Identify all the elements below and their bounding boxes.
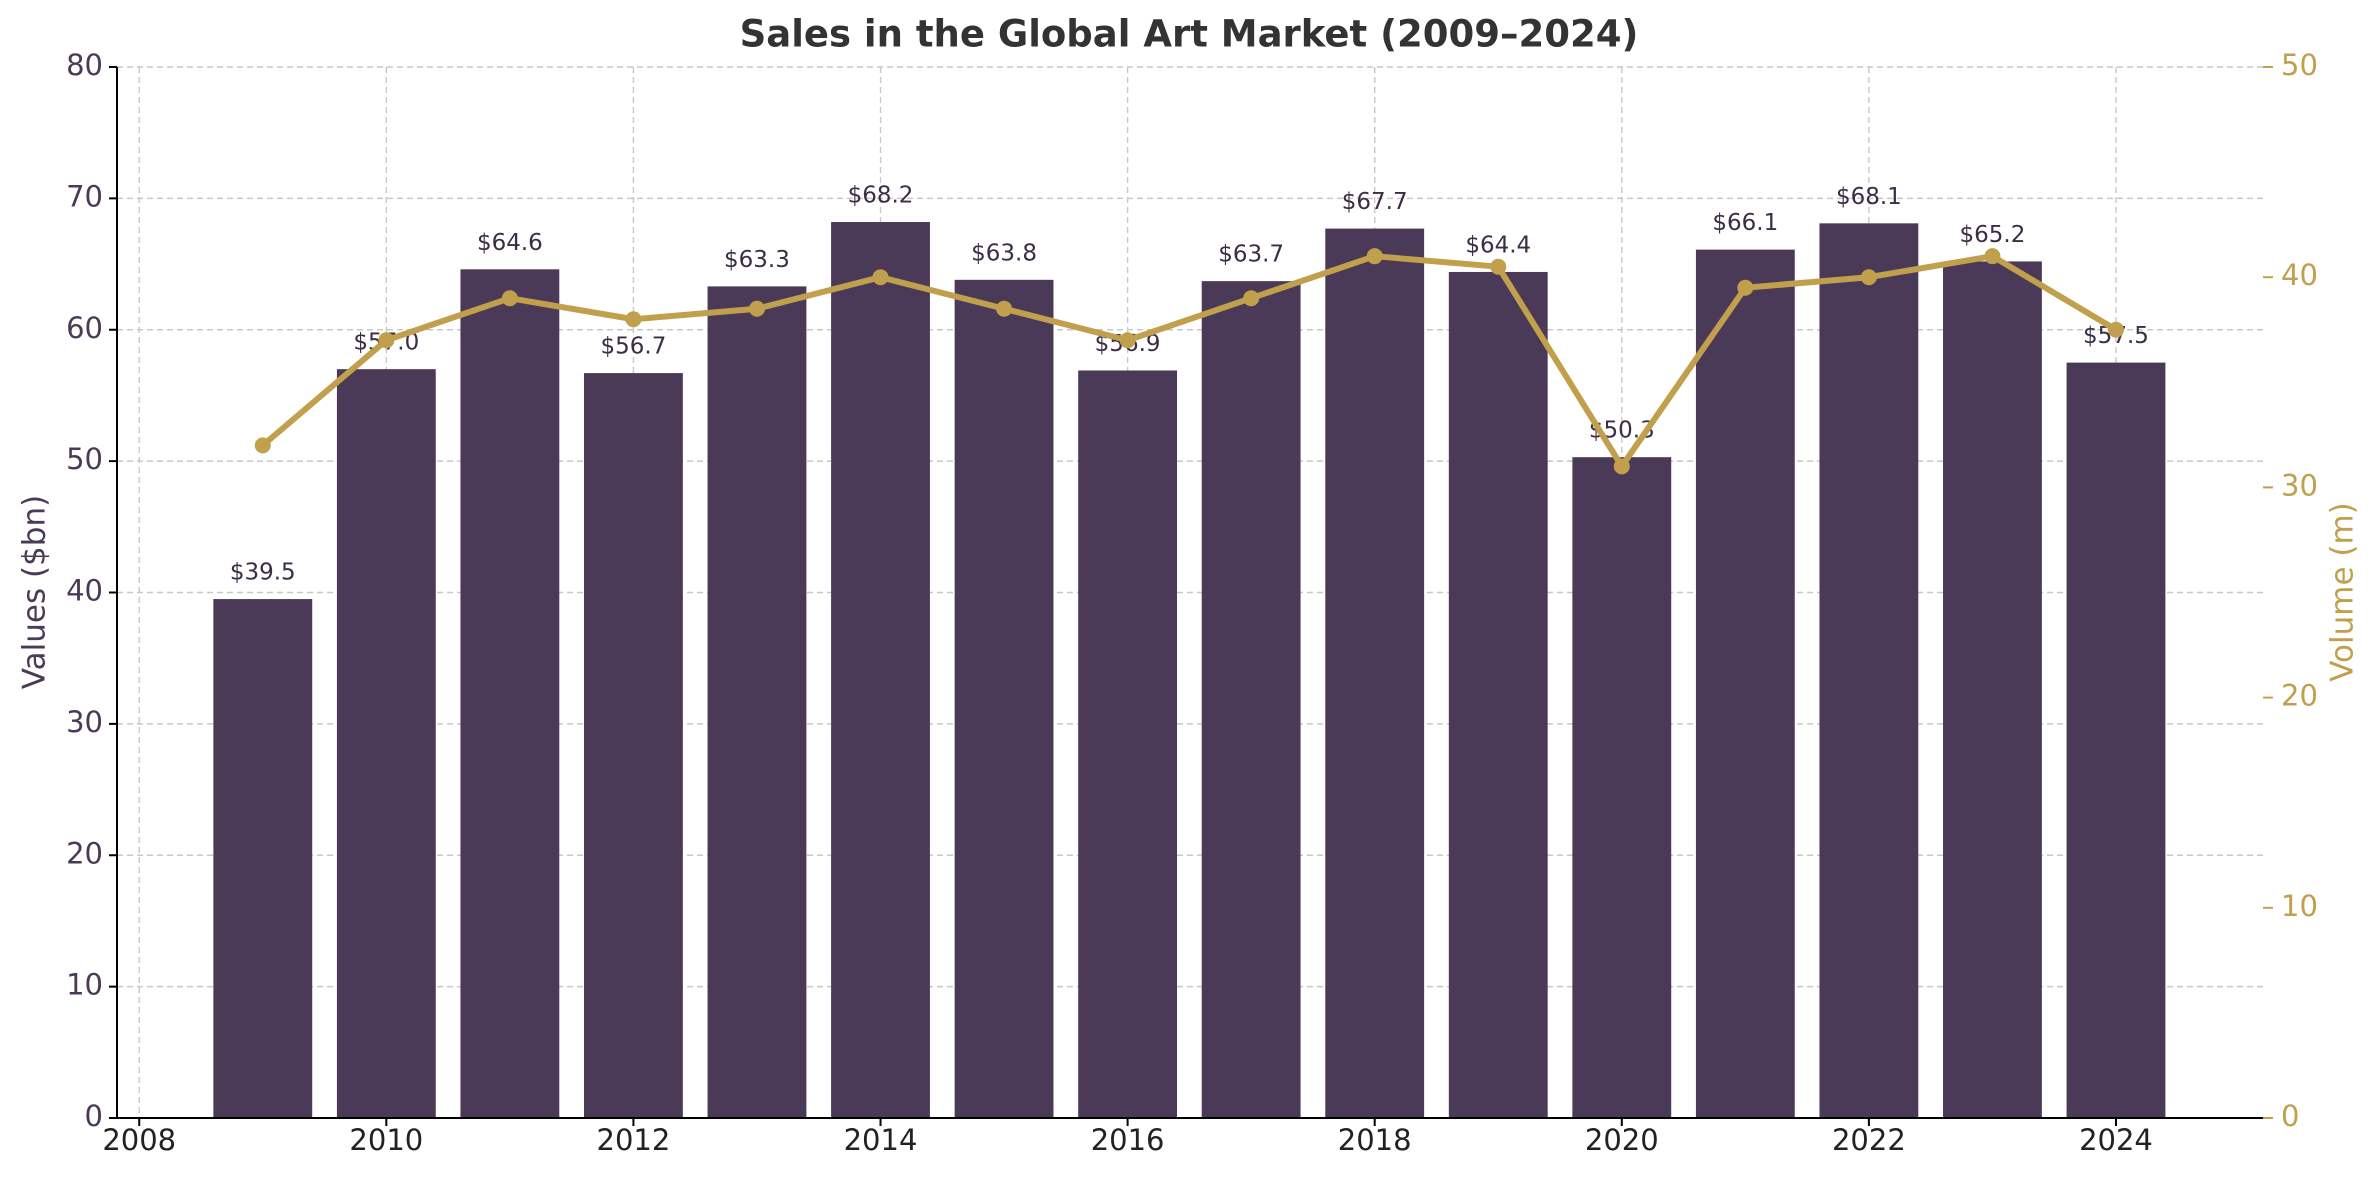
line-point bbox=[625, 311, 642, 328]
x-tick-label: 2010 bbox=[349, 1123, 423, 1157]
bar bbox=[2066, 362, 2166, 1118]
line-point bbox=[1984, 248, 2001, 265]
x-tick-label: 2012 bbox=[597, 1123, 671, 1157]
y2-tick-label: 20 bbox=[2281, 679, 2318, 713]
bar bbox=[1819, 223, 1919, 1118]
value-label: $63.8 bbox=[971, 240, 1037, 266]
line-point bbox=[1490, 258, 1507, 275]
y-tick-label: 60 bbox=[66, 311, 103, 345]
value-label: $64.4 bbox=[1465, 232, 1531, 258]
value-label: $67.7 bbox=[1342, 189, 1408, 215]
x-tick-label: 2022 bbox=[1832, 1123, 1906, 1157]
bar bbox=[460, 269, 560, 1118]
line-point bbox=[378, 332, 395, 349]
y-tick-label: 30 bbox=[66, 705, 103, 739]
value-label: $63.7 bbox=[1218, 242, 1284, 268]
line-point bbox=[1366, 248, 1383, 265]
line-point bbox=[1119, 332, 1136, 349]
bar bbox=[336, 369, 436, 1119]
x-tick-label: 2018 bbox=[1338, 1123, 1412, 1157]
line-point bbox=[1243, 290, 1260, 307]
chart-title: Sales in the Global Art Market (2009–202… bbox=[740, 13, 1639, 56]
y2-tick-label: 0 bbox=[2281, 1099, 2299, 1133]
y-tick-label: 40 bbox=[66, 574, 103, 608]
x-tick-label: 2020 bbox=[1585, 1123, 1659, 1157]
bar bbox=[707, 286, 807, 1118]
bar bbox=[1078, 370, 1178, 1118]
bar bbox=[584, 373, 683, 1118]
line-point bbox=[872, 269, 889, 286]
y2-tick-label: 30 bbox=[2281, 468, 2318, 502]
bar bbox=[1201, 281, 1301, 1118]
y2-axis-label: Volume (m) bbox=[2325, 502, 2361, 682]
x-tick-label: 2014 bbox=[844, 1123, 918, 1157]
y-tick-label: 50 bbox=[66, 442, 103, 476]
y-tick-label: 70 bbox=[66, 179, 103, 213]
value-label: $68.2 bbox=[848, 183, 914, 209]
line-point bbox=[501, 290, 518, 307]
line-point bbox=[2107, 321, 2124, 338]
bar bbox=[1943, 261, 2042, 1118]
line-point bbox=[996, 300, 1013, 317]
x-tick-label: 2008 bbox=[102, 1123, 176, 1157]
value-label: $64.6 bbox=[477, 230, 543, 256]
line-point bbox=[254, 437, 271, 454]
line-point bbox=[748, 300, 765, 317]
bar bbox=[1572, 457, 1672, 1119]
value-label: $65.2 bbox=[1960, 222, 2026, 248]
bar bbox=[1448, 271, 1548, 1118]
value-label: $68.1 bbox=[1836, 184, 1902, 210]
y-tick-label: 0 bbox=[85, 1099, 103, 1133]
x-tick-label: 2024 bbox=[2079, 1123, 2153, 1157]
y-tick-label: 80 bbox=[66, 48, 103, 82]
value-label: $66.1 bbox=[1712, 210, 1778, 236]
bar bbox=[831, 222, 930, 1118]
bar bbox=[1325, 228, 1425, 1118]
value-label: $56.7 bbox=[600, 334, 666, 360]
line-point bbox=[1613, 458, 1630, 475]
y2-tick-label: 10 bbox=[2281, 889, 2318, 923]
bar bbox=[213, 599, 313, 1118]
y-tick-label: 10 bbox=[66, 968, 103, 1002]
value-label: $63.3 bbox=[724, 247, 790, 273]
line bbox=[260, 253, 2118, 470]
y2-tick-label: 50 bbox=[2281, 48, 2318, 82]
y2-tick-label: 40 bbox=[2281, 258, 2318, 292]
x-tick-label: 2016 bbox=[1091, 1123, 1165, 1157]
y-axis-label: Values ($bn) bbox=[17, 495, 53, 689]
line-point bbox=[1860, 269, 1877, 286]
y-tick-label: 20 bbox=[66, 836, 103, 870]
value-label: $39.5 bbox=[230, 560, 296, 586]
bar bbox=[1695, 249, 1795, 1118]
line-point bbox=[1737, 279, 1754, 296]
bar bbox=[954, 279, 1054, 1118]
